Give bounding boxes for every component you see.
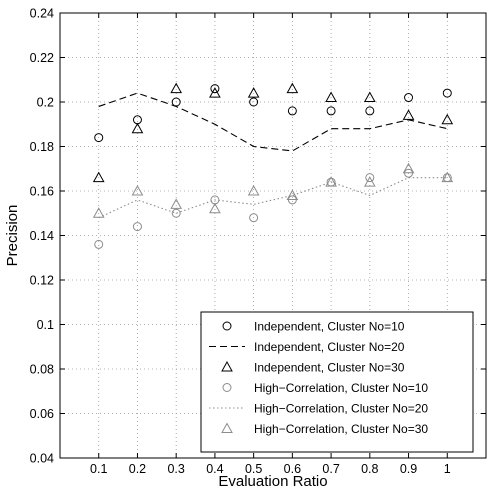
- series-3-point: [131, 122, 144, 134]
- legend: Independent, Cluster No=10 Independent, C…: [200, 311, 474, 453]
- series-3-point: [402, 109, 415, 120]
- series-1-point: [326, 106, 336, 116]
- series-4: [94, 168, 452, 249]
- legend-label-1: Independent, Cluster No=10: [254, 320, 405, 334]
- series-1: [94, 84, 452, 143]
- x-tick-label: 0.8: [361, 462, 378, 476]
- series-1-point: [94, 133, 104, 143]
- legend-marker-6: [221, 422, 233, 433]
- series-5: [98, 177, 448, 219]
- y-tick-label: 0.24: [30, 7, 54, 21]
- x-tick-label: 1: [444, 462, 451, 476]
- series-4-point: [94, 239, 104, 249]
- series-6-point: [325, 176, 337, 187]
- series-2-line: [98, 92, 448, 152]
- series-3-point: [363, 91, 376, 103]
- legend-label-5: High−Correlation, Cluster No=20: [254, 402, 428, 416]
- y-axis-title: Precision: [4, 205, 21, 267]
- series-3-point: [286, 82, 299, 94]
- series-2: [98, 92, 448, 152]
- legend-marker-1: [222, 321, 232, 331]
- series-3: [92, 82, 454, 183]
- y-tick-label: 0.18: [30, 140, 54, 154]
- x-tick-label: 0.2: [129, 462, 146, 476]
- series-3-point: [92, 171, 105, 183]
- series-1-point: [287, 106, 297, 116]
- series-6-point: [131, 184, 144, 196]
- series-1-point: [249, 97, 259, 107]
- series-4-point: [249, 213, 259, 223]
- legend-marker-4: [222, 383, 232, 392]
- series-6-point: [286, 189, 299, 200]
- y-tick-label: 0.2: [37, 96, 54, 110]
- series-1-point: [365, 106, 375, 116]
- y-tick-label: 0.16: [30, 185, 54, 199]
- series-1-point: [442, 88, 452, 98]
- legend-label-6: High−Correlation, Cluster No=30: [254, 422, 428, 436]
- series-3-point: [209, 87, 221, 98]
- series-3-point: [325, 91, 337, 103]
- series-6: [92, 162, 454, 218]
- series-1-point: [404, 93, 414, 103]
- plot-data: [92, 82, 454, 249]
- x-tick-label: 0.1: [90, 462, 107, 476]
- series-1-point: [210, 84, 220, 94]
- legend-label-4: High−Correlation, Cluster No=10: [254, 381, 428, 395]
- series-6-point: [402, 162, 415, 174]
- x-axis-title: Evaluation Ratio: [218, 473, 327, 490]
- series-4-point: [365, 173, 375, 183]
- x-tick-label: 0.7: [322, 462, 339, 476]
- series-6-point: [441, 171, 454, 183]
- series-6-point: [170, 198, 183, 209]
- legend-marker-3: [221, 360, 233, 372]
- y-tick-label: 0.08: [30, 363, 54, 377]
- legend-label-3: Independent, Cluster No=30: [254, 361, 405, 375]
- y-tick-label: 0.22: [30, 51, 54, 65]
- series-4-point: [132, 222, 142, 232]
- y-tick-label: 0.12: [30, 274, 54, 288]
- legend-box: [200, 311, 474, 453]
- series-6-point: [92, 207, 105, 218]
- series-6-point: [209, 202, 221, 214]
- x-tick-label: 0.3: [167, 462, 184, 476]
- y-tick-label: 0.06: [30, 407, 54, 421]
- series-4-point: [171, 208, 181, 218]
- legend-label-2: Independent, Cluster No=20: [254, 340, 405, 354]
- axis-ticks: 0.04 0.06 0.08 0.1 0.12 0.14 0.16 0.18 0.2 0.22 0.…: [30, 7, 486, 476]
- series-3-point: [441, 113, 454, 125]
- series-5-line: [98, 177, 448, 219]
- series-3-point: [247, 87, 260, 98]
- x-tick-label: 0.4: [206, 462, 223, 476]
- x-tick-label: 0.5: [245, 462, 262, 476]
- series-3-point: [170, 82, 183, 94]
- x-tick-label: 0.6: [284, 462, 301, 476]
- y-tick-label: 0.14: [30, 229, 54, 243]
- y-tick-label: 0.1: [37, 318, 54, 332]
- series-6-point: [247, 184, 260, 196]
- y-tick-label: 0.04: [30, 452, 54, 466]
- series-6-point: [363, 176, 376, 187]
- x-tick-label: 0.9: [400, 462, 417, 476]
